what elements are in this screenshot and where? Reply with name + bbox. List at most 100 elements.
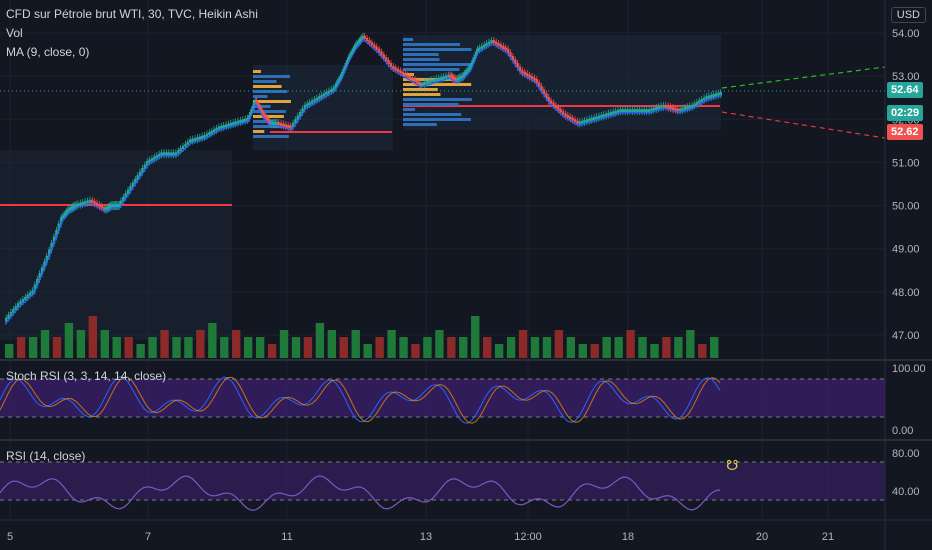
volume-bar [566,337,576,358]
time-tick-label: 11 [281,531,292,543]
profile-bar [403,53,439,56]
candle-body [406,74,409,78]
candle-body [28,292,32,296]
candle-body [250,109,253,114]
candle-body [530,76,534,80]
candle-body [320,94,323,98]
candle-body [332,87,335,91]
last-price-label: 52.64 [887,82,923,98]
volume-bar [399,337,408,358]
volume-bar [184,337,193,358]
candle-body [88,199,92,203]
candle-body [232,122,235,126]
volume-bar [662,337,671,358]
candle-body [162,152,166,156]
time-tick-label: 18 [622,531,634,543]
volume-bar [64,323,74,358]
candle-body [340,74,343,78]
volume-bar [315,323,325,358]
candle-body [471,60,475,65]
volume-bar [578,344,587,358]
candle-body [518,66,522,72]
profile-bar [403,83,472,86]
volume-bar [650,344,659,358]
rsi-legend: RSI (14, close) [6,449,86,463]
candle-body [122,196,125,202]
profile-bar [403,93,441,96]
candle-body [662,104,665,108]
candle-body [325,91,328,95]
candle-body [404,73,407,77]
price-tick-label: 51.00 [892,157,920,169]
candle-body [392,66,395,70]
candle-body [633,109,636,113]
projection-line-up [721,66,886,89]
candle-body [683,107,687,110]
candle-body [604,113,608,117]
candle-body [352,48,355,52]
candle-body [609,112,613,116]
candle-body [100,205,103,209]
candle-body [430,79,433,83]
candle-body [119,200,123,206]
candle-body [198,136,201,140]
candle-body [52,236,56,244]
candle-body [597,115,601,119]
candle-body [172,152,175,156]
volume-bar [255,337,265,358]
volume-bar [435,330,444,358]
candle-body [210,130,213,134]
candle-body [354,44,357,48]
candle-body [659,105,663,109]
candle-body [14,306,17,311]
volume-bar [698,344,707,358]
stoch-tick-label: 0.00 [892,425,913,437]
profile-bar [403,43,460,46]
volume-bar [16,337,26,358]
candle-body [310,100,314,104]
candle-body [336,81,340,85]
volume-bar [411,344,420,358]
candle-body [4,317,8,322]
candle-body [552,102,555,106]
candle-body [657,106,660,110]
candle-body [353,46,356,50]
volume-bar [28,337,38,358]
volume-bar [602,337,611,358]
candle-body [514,59,517,65]
candle-body [167,152,170,156]
candle-body [669,106,672,110]
candle-body [95,202,99,206]
volume-bar [471,316,480,358]
candle-body [341,71,344,76]
candle-body [343,66,347,70]
price-tick-label: 54.00 [892,28,920,40]
profile-bar [403,113,462,116]
candle-body [335,83,338,87]
candle-body [21,298,25,303]
candle-body [485,43,488,47]
candle-body [141,168,144,173]
currency-button[interactable]: USD [890,7,926,23]
candle-body [224,124,228,128]
candle-body [243,118,247,122]
candle-body [516,63,519,68]
candle-body [338,76,342,80]
candle-body [705,96,708,100]
candle-body [373,44,376,48]
profile-bar [403,103,459,106]
candle-body [74,204,78,208]
volume-bar [447,337,456,358]
candle-body [57,223,60,231]
projection-line-down [721,111,886,139]
candle-body [573,119,577,123]
candle-body [537,82,541,88]
candle-body [334,85,337,89]
candle-body [212,129,216,133]
candle-body [566,114,570,118]
candle-body [138,171,142,177]
candle-body [236,120,240,124]
candle-body [165,152,168,156]
candle-body [200,135,204,139]
